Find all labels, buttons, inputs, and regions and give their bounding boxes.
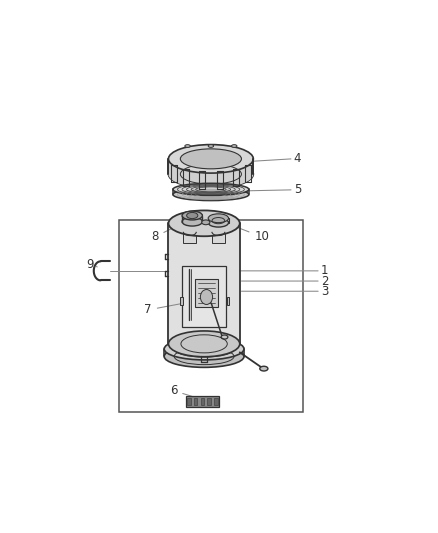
Bar	[186, 396, 219, 407]
Bar	[226, 297, 229, 305]
Bar	[214, 398, 218, 405]
Ellipse shape	[169, 211, 240, 236]
Bar	[119, 220, 303, 411]
Ellipse shape	[187, 213, 198, 219]
Ellipse shape	[169, 160, 253, 188]
Bar	[180, 297, 183, 305]
Bar	[182, 266, 226, 327]
Ellipse shape	[208, 144, 214, 147]
Ellipse shape	[202, 220, 210, 225]
Ellipse shape	[208, 214, 229, 223]
Ellipse shape	[232, 144, 237, 147]
Text: 2: 2	[241, 274, 328, 287]
Ellipse shape	[208, 218, 229, 227]
Polygon shape	[169, 159, 253, 188]
Bar	[212, 232, 225, 243]
Ellipse shape	[169, 331, 240, 357]
Bar	[201, 398, 204, 405]
Bar	[194, 279, 219, 306]
Ellipse shape	[200, 289, 212, 304]
Text: 6: 6	[170, 384, 200, 399]
Text: 4: 4	[237, 152, 301, 165]
Text: 5: 5	[234, 183, 301, 196]
Ellipse shape	[164, 338, 244, 360]
Ellipse shape	[173, 183, 249, 196]
Bar	[207, 398, 211, 405]
Text: 9: 9	[87, 257, 94, 271]
Text: 7: 7	[145, 303, 185, 317]
Ellipse shape	[182, 211, 202, 220]
Polygon shape	[169, 223, 240, 357]
Text: 10: 10	[221, 221, 269, 244]
Bar	[187, 398, 191, 405]
Text: 1: 1	[240, 264, 328, 277]
Ellipse shape	[169, 144, 253, 173]
Ellipse shape	[173, 188, 249, 200]
Bar	[184, 232, 196, 243]
Ellipse shape	[185, 144, 190, 147]
Bar	[194, 398, 198, 405]
Ellipse shape	[260, 366, 268, 371]
Ellipse shape	[182, 217, 202, 226]
Ellipse shape	[180, 149, 241, 169]
Text: 3: 3	[241, 285, 328, 298]
Ellipse shape	[164, 345, 244, 367]
Text: 8: 8	[151, 220, 190, 244]
